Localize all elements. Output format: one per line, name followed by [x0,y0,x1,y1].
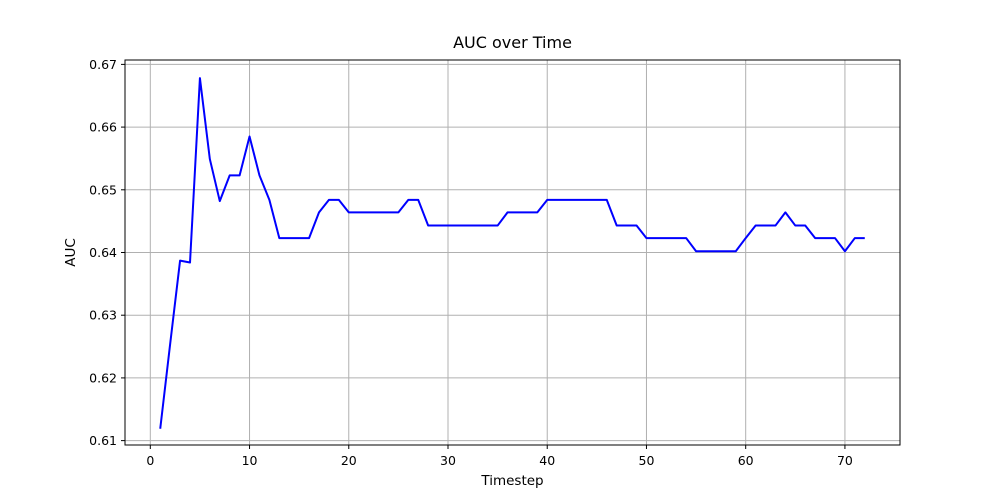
data-point [258,174,260,176]
data-point [556,199,558,201]
data-point [715,250,717,252]
data-point [814,237,816,239]
y-tick-label: 0.66 [89,120,117,135]
data-point [278,237,280,239]
data-point [308,237,310,239]
data-point [586,199,588,201]
data-point [864,237,866,239]
data-point [705,250,707,252]
data-point [417,199,419,201]
data-point [526,211,528,213]
data-point [596,199,598,201]
data-point [507,211,509,213]
plot-area [159,77,866,430]
data-point [765,225,767,227]
data-point [576,199,578,201]
data-point [189,262,191,264]
y-tick-label: 0.65 [89,182,117,197]
y-axis-ticks: 0.61 0.62 0.63 0.64 0.65 0.66 0.67 [89,57,125,448]
data-point [169,343,171,345]
data-point [854,237,856,239]
data-point [328,199,330,201]
data-point [774,225,776,227]
data-point [268,199,270,201]
data-point [725,250,727,252]
y-tick-label: 0.64 [89,245,117,260]
data-point [358,211,360,213]
data-point [695,250,697,252]
x-tick-label: 50 [639,453,655,468]
data-point [487,225,489,227]
data-point [239,174,241,176]
data-point [824,237,826,239]
grid [125,60,900,445]
data-point [844,250,846,252]
data-point [179,260,181,262]
data-point [387,211,389,213]
x-tick-label: 20 [341,453,357,468]
data-point [784,211,786,213]
data-point [457,225,459,227]
data-point [566,199,568,201]
data-point [378,211,380,213]
data-point [516,211,518,213]
data-point [665,237,667,239]
data-point [645,237,647,239]
data-point [199,77,201,79]
data-point [407,199,409,201]
data-point [755,225,757,227]
data-point [546,199,548,201]
data-point [675,237,677,239]
data-point [298,237,300,239]
data-point [249,135,251,137]
data-point [636,225,638,227]
data-point [834,237,836,239]
data-point [616,225,618,227]
data-point [368,211,370,213]
x-tick-label: 70 [837,453,853,468]
data-point [348,211,350,213]
chart-title: AUC over Time [453,33,572,52]
data-point [685,237,687,239]
x-tick-label: 0 [146,453,154,468]
y-tick-label: 0.61 [89,433,117,448]
data-point [447,225,449,227]
y-tick-label: 0.63 [89,308,117,323]
data-point [804,225,806,227]
data-point [397,211,399,213]
data-point [536,211,538,213]
data-point [229,174,231,176]
data-point [427,225,429,227]
y-tick-label: 0.67 [89,57,117,72]
data-point [209,158,211,160]
data-point [626,225,628,227]
x-axis-title: Timestep [480,473,543,489]
data-point [159,428,161,430]
y-axis-title: AUC [63,238,79,267]
data-point [497,225,499,227]
series-line [159,77,865,429]
data-point [318,211,320,213]
x-tick-label: 10 [242,453,258,468]
data-point [735,250,737,252]
y-tick-label: 0.62 [89,370,117,385]
data-point [655,237,657,239]
data-point [606,199,608,201]
x-tick-label: 30 [440,453,456,468]
data-point [477,225,479,227]
data-point [338,199,340,201]
data-point [467,225,469,227]
data-point [437,225,439,227]
data-point [794,225,796,227]
data-point [288,237,290,239]
data-point [745,237,747,239]
x-tick-label: 40 [539,453,555,468]
x-axis-ticks: 0 10 20 30 40 50 60 70 [146,445,853,468]
x-tick-label: 60 [738,453,754,468]
data-point [219,200,221,202]
series-points [159,77,866,430]
